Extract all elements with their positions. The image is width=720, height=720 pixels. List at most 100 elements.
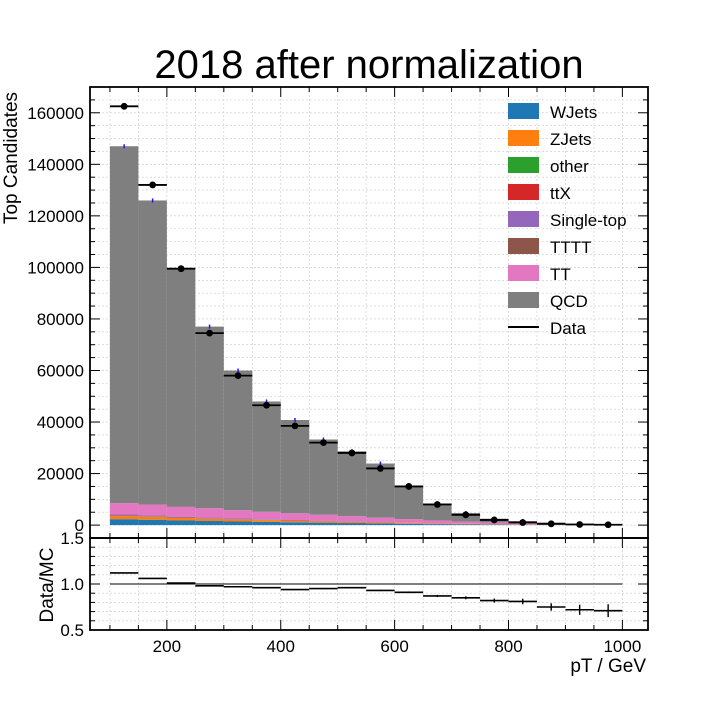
legend-label-data: Data: [550, 319, 586, 338]
chart-title: 2018 after normalization: [154, 43, 583, 87]
y-tick-label: 20000: [37, 465, 84, 484]
bar-zjets: [138, 516, 167, 520]
y-tick-label: 120000: [27, 207, 84, 226]
bar-wjets: [394, 523, 424, 526]
y-tick-label: 100000: [27, 258, 84, 277]
bar-wjets: [252, 521, 281, 526]
bar-wjets: [309, 522, 338, 526]
x-tick-label: 600: [380, 637, 408, 656]
bar-qcd: [394, 485, 424, 520]
data-point: [433, 501, 441, 508]
data-point: [576, 521, 584, 528]
legend: WJetsZJetsotherttXSingle-topTTTTTTQCDDat…: [508, 103, 627, 338]
bar-tt: [366, 517, 395, 523]
legend-swatch-tt: [508, 265, 539, 281]
data-point: [547, 520, 555, 528]
bar-tt: [309, 514, 338, 521]
x-tick-label: 1000: [603, 637, 641, 656]
legend-label-wjets: WJets: [550, 103, 597, 122]
ratio-y-tick-label: 1.5: [60, 529, 84, 548]
bar-qcd: [309, 439, 338, 515]
bar-wjets: [109, 519, 139, 526]
bar-tt: [423, 520, 452, 524]
data-point: [462, 511, 470, 519]
bar-tt: [337, 516, 367, 522]
bar-qcd: [195, 326, 224, 509]
y-tick-label: 60000: [37, 361, 84, 380]
bar-tt: [394, 519, 424, 523]
legend-label-single-top: Single-top: [550, 211, 627, 230]
data-point: [149, 181, 157, 189]
bar-wjets: [480, 524, 509, 526]
data-point: [177, 265, 185, 273]
legend-swatch-single-top: [508, 211, 539, 227]
ratio-y-axis-label: Data/MC: [37, 548, 58, 623]
legend-label-qcd: QCD: [550, 292, 588, 311]
data-point: [120, 102, 128, 110]
data-point: [234, 372, 242, 380]
y-tick-label: 80000: [37, 310, 84, 329]
bar-zjets: [109, 516, 139, 520]
bar-zjets: [366, 522, 395, 524]
data-point: [490, 516, 498, 524]
ratio-y-tick-label: 0.5: [60, 621, 84, 640]
y-tick-label: 160000: [27, 104, 84, 123]
bar-zjets: [166, 518, 196, 521]
data-point: [291, 422, 299, 430]
bar-wjets: [337, 523, 367, 526]
bar-qcd: [223, 370, 253, 511]
bar-qcd: [337, 451, 367, 517]
data-point: [263, 401, 270, 409]
legend-swatch-ttx: [508, 184, 539, 200]
bar-wjets: [138, 519, 167, 526]
legend-swatch-wjets: [508, 103, 539, 119]
bar-zjets: [195, 518, 224, 521]
y-tick-label: 40000: [37, 413, 84, 432]
bar-zjets: [280, 520, 310, 523]
legend-label-zjets: ZJets: [550, 130, 592, 149]
bar-tt: [252, 511, 281, 520]
bar-tt: [280, 513, 310, 520]
legend-label-tttt: TTTT: [550, 238, 592, 257]
bar-qcd: [252, 401, 281, 512]
y-axis-label: Top Candidates: [1, 92, 22, 224]
ratio-plot-panel: 200 400 600 800 1000 0.5 1.0 1.5: [60, 529, 649, 656]
bar-single-top: [223, 518, 253, 520]
y-tick-label: 140000: [27, 155, 84, 174]
legend-swatch-zjets: [508, 130, 539, 146]
bar-qcd: [109, 146, 139, 504]
bar-zjets: [309, 521, 338, 523]
x-tick-label: 400: [267, 637, 295, 656]
legend-swatch-other: [508, 157, 539, 173]
bar-zjets: [423, 523, 452, 525]
bar-wjets: [366, 523, 395, 526]
data-point: [376, 465, 384, 472]
legend-swatch-qcd: [508, 292, 539, 308]
legend-swatch-tttt: [508, 238, 539, 254]
bar-wjets: [423, 524, 452, 526]
bar-tt: [138, 504, 167, 516]
y-tick-label: 0: [75, 516, 84, 535]
bar-tt: [223, 510, 253, 519]
bar-zjets: [252, 520, 281, 522]
legend-label-tt: TT: [550, 265, 571, 284]
x-tick-label: 200: [153, 637, 181, 656]
bar-wjets: [223, 521, 253, 526]
bar-tt: [451, 521, 481, 524]
bar-single-top: [195, 517, 224, 519]
bar-zjets: [394, 523, 424, 524]
bar-qcd: [423, 503, 452, 521]
main-plot-panel: 0 20000 40000 60000 80000 100000 120000 140000 1…: [27, 86, 649, 539]
bar-qcd: [166, 268, 196, 507]
ratio-y-tick-label: 1.0: [60, 575, 84, 594]
bar-wjets: [195, 520, 224, 526]
bar-zjets: [337, 522, 367, 524]
legend-label-other: other: [550, 157, 589, 176]
data-point: [348, 449, 356, 457]
bar-wjets: [166, 520, 196, 526]
bar-tt: [195, 508, 224, 518]
data-point: [604, 521, 612, 529]
bar-qcd: [138, 200, 167, 505]
bar-single-top: [252, 519, 281, 520]
bar-tt: [166, 506, 196, 517]
